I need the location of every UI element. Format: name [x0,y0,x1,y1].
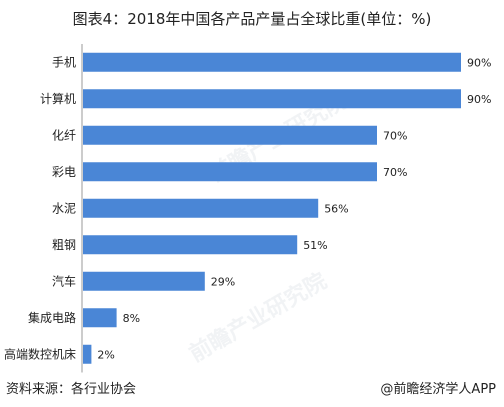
bar [83,89,461,109]
source-note: 资料来源：各行业协会 [6,382,137,397]
bar [83,308,117,328]
category-label: 水泥 [52,201,76,215]
bar [83,271,205,291]
data-label: 29% [211,275,235,288]
data-label: 56% [324,202,348,215]
bar [83,125,377,145]
data-label: 70% [383,166,407,179]
data-label: 8% [123,312,140,325]
category-label: 汽车 [52,273,76,288]
category-label: 粗钢 [52,238,76,252]
category-label: 手机 [52,55,76,69]
data-label: 90% [467,56,491,69]
category-label: 计算机 [40,91,76,106]
category-label: 高端数控机床 [4,346,76,361]
category-label: 集成电路 [28,310,76,325]
credit-note: @前瞻经济学人APP [380,382,496,397]
bar [83,198,319,218]
category-label: 化纤 [52,128,76,142]
chart-title: 图表4：2018年中国各产品产量占全球比重(单位：%) [72,10,432,28]
data-label: 51% [303,239,327,252]
data-label: 90% [467,93,491,106]
data-label: 70% [383,129,407,142]
category-label: 彩电 [52,165,76,179]
bar [83,162,377,182]
bar [83,235,298,255]
data-label: 2% [97,348,114,361]
bar [83,344,92,364]
bar [83,52,461,72]
